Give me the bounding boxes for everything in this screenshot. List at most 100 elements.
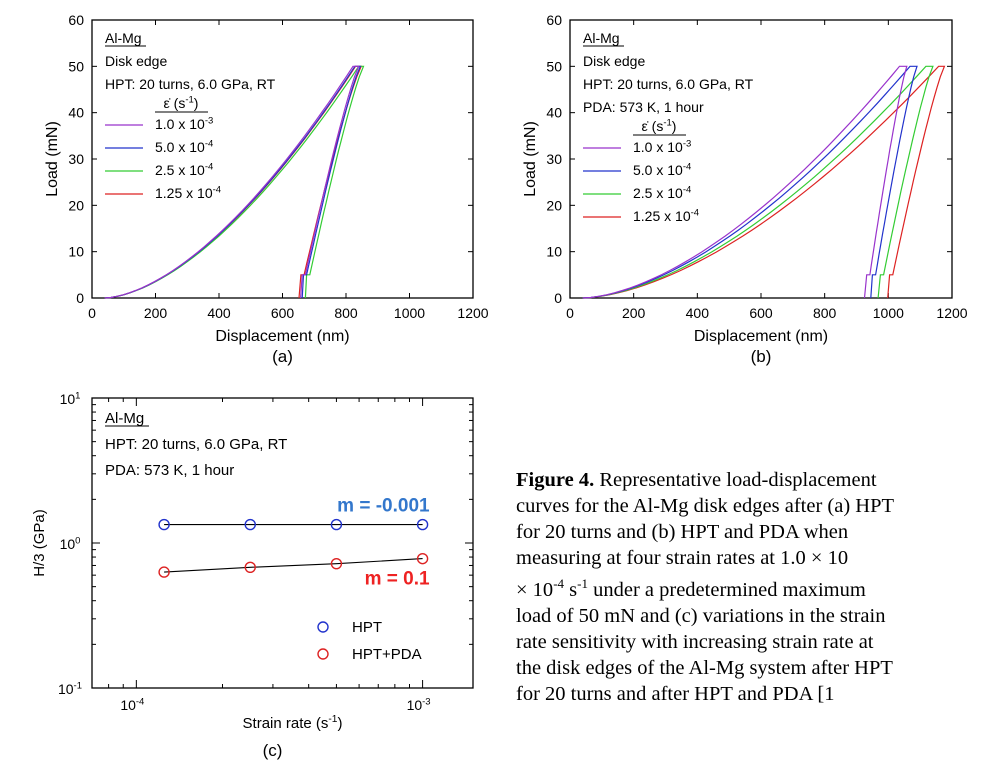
caption-figure-label: Figure 4. [516, 469, 595, 491]
x-tick-label: 1200 [936, 305, 967, 321]
legend-label: HPT+PDA [352, 646, 422, 663]
y-tick-label: 0 [554, 290, 562, 306]
annotation-line: PDA: 573 K, 1 hour [105, 462, 234, 479]
data-point [416, 552, 429, 565]
load-curve [104, 65, 365, 299]
legend-label: 1.25 x 10-4 [633, 207, 700, 224]
legend-label: 1.0 x 10-3 [155, 115, 213, 132]
x-tick-label: 600 [749, 305, 773, 321]
load-curve [582, 65, 908, 299]
y-axis-label: H/3 (GPa) [31, 509, 48, 577]
caption-line-5: × 10-4 s-1 under a predetermined maximum [516, 576, 866, 601]
x-axis-label: Displacement (nm) [215, 328, 349, 345]
x-tick-label: 400 [686, 305, 710, 321]
caption-line-3: for 20 turns and (b) HPT and PDA when [516, 521, 849, 543]
data-point [330, 518, 343, 531]
caption-line-6: load of 50 mN and (c) variations in the … [516, 604, 886, 627]
x-tick-label: 600 [271, 305, 295, 321]
annotation-material: Al-Mg [583, 30, 620, 46]
panel-a-load-displacement-chart: 0 200 400 600 800 1000 1200 0 10 20 30 40 50 60 Displa… [44, 12, 489, 366]
x-tick-label: 0 [566, 305, 574, 321]
annotation-material: Al-Mg [105, 30, 142, 46]
data-point [244, 518, 256, 531]
caption-line-4: measuring at four strain rates at 1.0 × … [516, 547, 849, 569]
load-curve [104, 65, 363, 299]
data-point [158, 518, 170, 531]
legend-label: 5.0 x 10-4 [633, 161, 692, 178]
fit-slope-label: m = -0.001 [337, 496, 430, 517]
x-tick-label: 400 [207, 305, 231, 321]
x-axis-label: Strain rate (s-1) [243, 714, 343, 732]
panel-b-load-displacement-chart: 0 200 400 600 800 1000 1200 0 10 20 30 40 50 60 Displa… [522, 12, 968, 366]
legend-title: ε̇ (s-1) [164, 94, 199, 111]
x-tick-label: 800 [813, 305, 837, 321]
x-tick-label: 10-4 [120, 696, 145, 713]
load-curve [582, 65, 934, 299]
legend-marker [317, 648, 329, 660]
x-tick-label: 1000 [873, 305, 904, 321]
caption-line-9: for 20 turns and after HPT and PDA [1 [516, 682, 835, 705]
annotation-line: Disk edge [105, 53, 167, 69]
panel-label: (c) [263, 741, 283, 760]
load-curve [582, 65, 918, 299]
y-axis-label: Load (mN) [522, 121, 539, 197]
y-axis-label: Load (mN) [44, 121, 61, 197]
y-tick-label: 30 [68, 151, 84, 167]
y-tick-label: 40 [68, 105, 84, 121]
y-tick-label: 50 [68, 58, 84, 74]
panel-label: (b) [751, 347, 772, 366]
figure-caption: Figure 4. Representative load-displaceme… [516, 467, 982, 767]
y-tick-label: 40 [546, 105, 562, 121]
fit-line [164, 558, 423, 573]
x-tick-label: 200 [622, 305, 646, 321]
y-tick-label: 10 [546, 244, 562, 260]
legend-label: HPT [352, 619, 382, 636]
y-tick-label: 60 [68, 12, 84, 28]
x-tick-label: 10-3 [407, 696, 431, 713]
annotation-material: Al-Mg [105, 410, 144, 427]
y-tick-label: 20 [546, 197, 562, 213]
y-tick-label: 10 [68, 244, 84, 260]
caption-line-8: the disk edges of the Al-Mg system after… [516, 656, 893, 679]
legend-label: 2.5 x 10-4 [155, 161, 214, 178]
x-tick-label: 1200 [457, 305, 488, 321]
y-tick-label: 50 [546, 58, 562, 74]
data-point [244, 561, 256, 573]
x-tick-label: 800 [334, 305, 358, 321]
annotation-line: HPT: 20 turns, 6.0 GPa, RT [583, 76, 754, 92]
load-curve [104, 65, 362, 299]
data-point [330, 557, 343, 570]
data-point [158, 566, 170, 578]
legend-label: 2.5 x 10-4 [633, 184, 692, 201]
y-tick-label: 0 [76, 290, 84, 306]
caption-line-7: rate sensitivity with increasing strain … [516, 630, 874, 653]
panel-c-strain-rate-sensitivity-chart: 10-4 10-3 10-1 100 101 Strain rate (s-1) H/3 (… [31, 390, 474, 760]
fit-slope-label: m = 0.1 [365, 569, 430, 590]
load-curve [582, 65, 946, 299]
panel-label: (a) [272, 347, 293, 366]
y-tick-label: 60 [546, 12, 562, 28]
x-tick-label: 200 [144, 305, 168, 321]
legend-title: ε̇ (s-1) [642, 117, 677, 134]
y-tick-label: 100 [60, 535, 81, 552]
legend-label: 1.0 x 10-3 [633, 138, 691, 155]
legend-marker [317, 621, 329, 633]
x-axis-label: Displacement (nm) [694, 328, 828, 345]
legend-label: 5.0 x 10-4 [155, 138, 214, 155]
annotation-line: PDA: 573 K, 1 hour [583, 99, 704, 115]
x-tick-label: 1000 [394, 305, 425, 321]
y-tick-label: 20 [68, 197, 84, 213]
legend-label: 1.25 x 10-4 [155, 184, 222, 201]
caption-line-1: Figure 4. Representative load-displaceme… [516, 469, 877, 491]
annotation-line: HPT: 20 turns, 6.0 GPa, RT [105, 76, 276, 92]
annotation-line: Disk edge [583, 53, 645, 69]
x-tick-label: 0 [88, 305, 96, 321]
data-point [416, 518, 429, 531]
y-tick-label: 30 [546, 151, 562, 167]
load-curve [104, 65, 360, 299]
y-tick-label: 10-1 [58, 680, 82, 697]
caption-line-2: curves for the Al-Mg disk edges after (a… [516, 495, 894, 517]
annotation-line: HPT: 20 turns, 6.0 GPa, RT [105, 436, 287, 453]
y-tick-label: 101 [60, 390, 81, 407]
